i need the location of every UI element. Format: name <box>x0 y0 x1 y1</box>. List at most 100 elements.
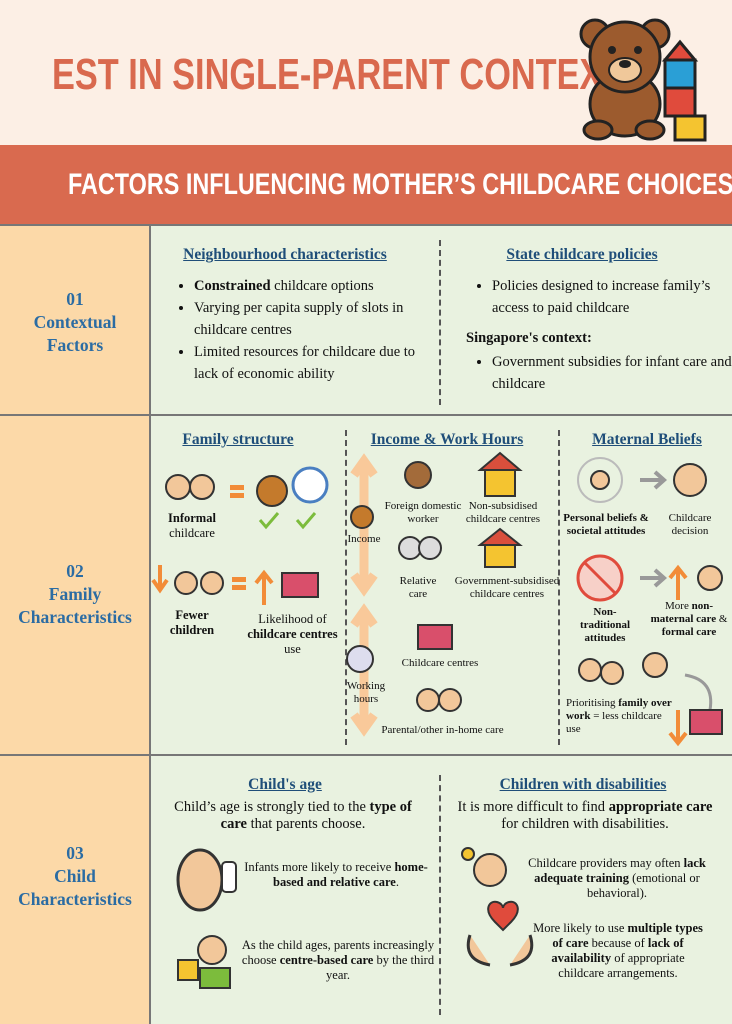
icon-shape <box>230 485 244 490</box>
text: Child’s age is strongly tied to the <box>174 799 370 815</box>
text: for children with disabilities. <box>501 816 669 833</box>
text: 03 <box>66 843 84 863</box>
banner-title: FACTORS INFLUENCING MOTHER’S CHILDCARE C… <box>68 168 732 201</box>
intro: It is more difficult to find appropriate… <box>455 799 715 834</box>
note: As the child ages, parents increasingly … <box>240 938 436 983</box>
icon-shape <box>221 861 237 893</box>
icon-shape <box>634 119 666 141</box>
rule <box>0 754 732 756</box>
label: Personal beliefs & societal attitudes <box>563 512 649 538</box>
icon-shape <box>254 569 274 605</box>
text: type of care <box>220 799 412 833</box>
maternal-icons <box>576 457 723 747</box>
icon-shape <box>232 585 246 590</box>
icon-shape <box>484 469 516 497</box>
text: Childcare providers may often <box>528 856 684 870</box>
label: Fewer children <box>169 608 215 637</box>
rule <box>0 414 732 416</box>
icon-shape <box>619 60 631 68</box>
label-column <box>0 225 150 1024</box>
text: 02 <box>66 561 84 581</box>
icon-shape <box>590 470 610 490</box>
icon-shape <box>608 57 642 83</box>
heading: Income & Work Hours <box>370 431 524 448</box>
icon-shape <box>577 457 623 503</box>
icon-shape <box>477 451 523 471</box>
text: by the third year. <box>326 953 435 982</box>
icon-shape <box>151 565 169 594</box>
icon-shape <box>477 527 523 546</box>
heading: Family structure <box>182 431 294 448</box>
icon-shape <box>230 493 244 498</box>
bear-icon <box>579 18 707 142</box>
text: = less childcare use <box>566 710 662 736</box>
label: Government-subsidised childcare centres <box>454 575 560 601</box>
icon-shape <box>350 505 374 529</box>
icon-shape <box>634 46 642 54</box>
icon-shape <box>608 46 616 54</box>
text: Infants more likely to receive <box>244 860 395 874</box>
text: Child Characteristics <box>18 866 132 909</box>
label: Relative care <box>399 575 437 601</box>
icon-shape <box>398 536 422 560</box>
icon-shape <box>199 967 231 989</box>
text: As the child ages, parents increasingly … <box>241 938 435 967</box>
icon-shape <box>473 853 507 887</box>
banner <box>0 145 732 225</box>
note: Childcare providers may often lack adequ… <box>522 856 712 901</box>
label: Foreign domestic worker <box>384 500 462 526</box>
intro: Child’s age is strongly tied to the type… <box>162 799 424 834</box>
icon-shape <box>697 565 723 591</box>
heading: Maternal Beliefs <box>592 431 702 448</box>
row-label: 03 Child Characteristics <box>15 842 135 911</box>
text: use <box>284 642 301 656</box>
icon-shape <box>600 661 624 685</box>
text: More <box>665 600 692 612</box>
text: formal care <box>661 626 717 639</box>
icon-shape <box>232 577 246 582</box>
text: multiple types of care <box>552 921 703 950</box>
icon-shape <box>416 688 440 712</box>
label: Likelihood of childcare centres use <box>245 612 340 657</box>
icon-shape <box>673 114 707 142</box>
row-label: 02 Family Characteristics <box>15 560 135 629</box>
text: non-maternal care <box>650 600 717 626</box>
title: EST IN SINGLE-PARENT CONTEXT <box>52 50 624 99</box>
text: childcare <box>169 526 215 540</box>
icon-shape <box>689 709 723 735</box>
label: Informal childcare <box>152 511 232 541</box>
text: Constrained <box>194 278 271 294</box>
text: childcare centres <box>247 627 338 641</box>
note: More likely to use multiple types of car… <box>528 921 708 981</box>
icons <box>151 451 723 747</box>
icon-shape <box>438 688 462 712</box>
label: Working hours <box>346 680 386 706</box>
icon-shape <box>417 624 453 650</box>
icon-shape <box>281 572 319 598</box>
icon-shape <box>346 645 374 673</box>
icon-shape <box>582 119 614 141</box>
icon-shape <box>583 561 617 595</box>
icons <box>176 847 534 989</box>
icon-shape <box>200 571 224 595</box>
rule <box>0 224 732 226</box>
divider <box>558 430 560 745</box>
label: Income <box>347 533 381 545</box>
icon-shape <box>189 474 215 500</box>
text: Varying per capita supply of slots in ch… <box>194 297 429 341</box>
divider <box>439 775 441 1015</box>
text: It is more difficult to find <box>457 799 609 815</box>
family-icons <box>151 466 329 605</box>
text: family over work <box>566 697 672 723</box>
text: More likely to use <box>533 921 628 935</box>
list: Policies designed to increase family’s a… <box>470 275 732 319</box>
text: centre-based care <box>279 953 374 967</box>
text: Government subsidies for infant care and… <box>492 351 732 395</box>
icon-shape <box>640 470 668 490</box>
icon-shape <box>578 658 602 682</box>
text: & <box>716 613 728 626</box>
subheading: Singapore's context: <box>466 330 592 346</box>
label: Childcare centres <box>401 657 479 669</box>
icon-shape <box>176 848 224 912</box>
